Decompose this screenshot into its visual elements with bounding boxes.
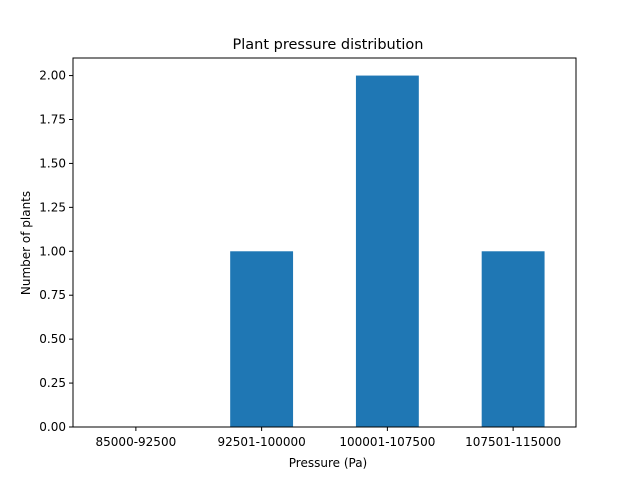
x-tick-label: 100001-107500	[339, 435, 435, 449]
y-tick-label: 0.00	[39, 420, 66, 434]
x-tick-label: 92501-100000	[217, 435, 305, 449]
chart-title: Plant pressure distribution	[232, 37, 423, 53]
y-axis-label: Number of plants	[19, 191, 33, 295]
axes-frame	[72, 57, 577, 428]
y-tick-label: 0.75	[39, 288, 66, 302]
plot-area: 0.00 0.25 0.50 0.75 1.00 1.25 1.50 1.75 2.00 8500…	[39, 57, 577, 449]
y-tick-label: 1.00	[39, 244, 66, 258]
bar-4	[481, 251, 545, 427]
y-tick-label: 0.25	[39, 376, 66, 390]
y-tick-label: 1.25	[39, 200, 66, 214]
y-tick-label: 1.75	[39, 113, 66, 127]
x-tick-label: 107501-115000	[465, 435, 561, 449]
x-axis-label: Pressure (Pa)	[289, 456, 367, 470]
y-tick-label: 2.00	[39, 69, 66, 83]
bar-3	[355, 75, 419, 428]
bar-2	[230, 251, 294, 427]
y-tick-label: 0.50	[39, 332, 66, 346]
x-tick-label: 85000-92500	[96, 435, 177, 449]
y-tick-label: 1.50	[39, 156, 66, 170]
